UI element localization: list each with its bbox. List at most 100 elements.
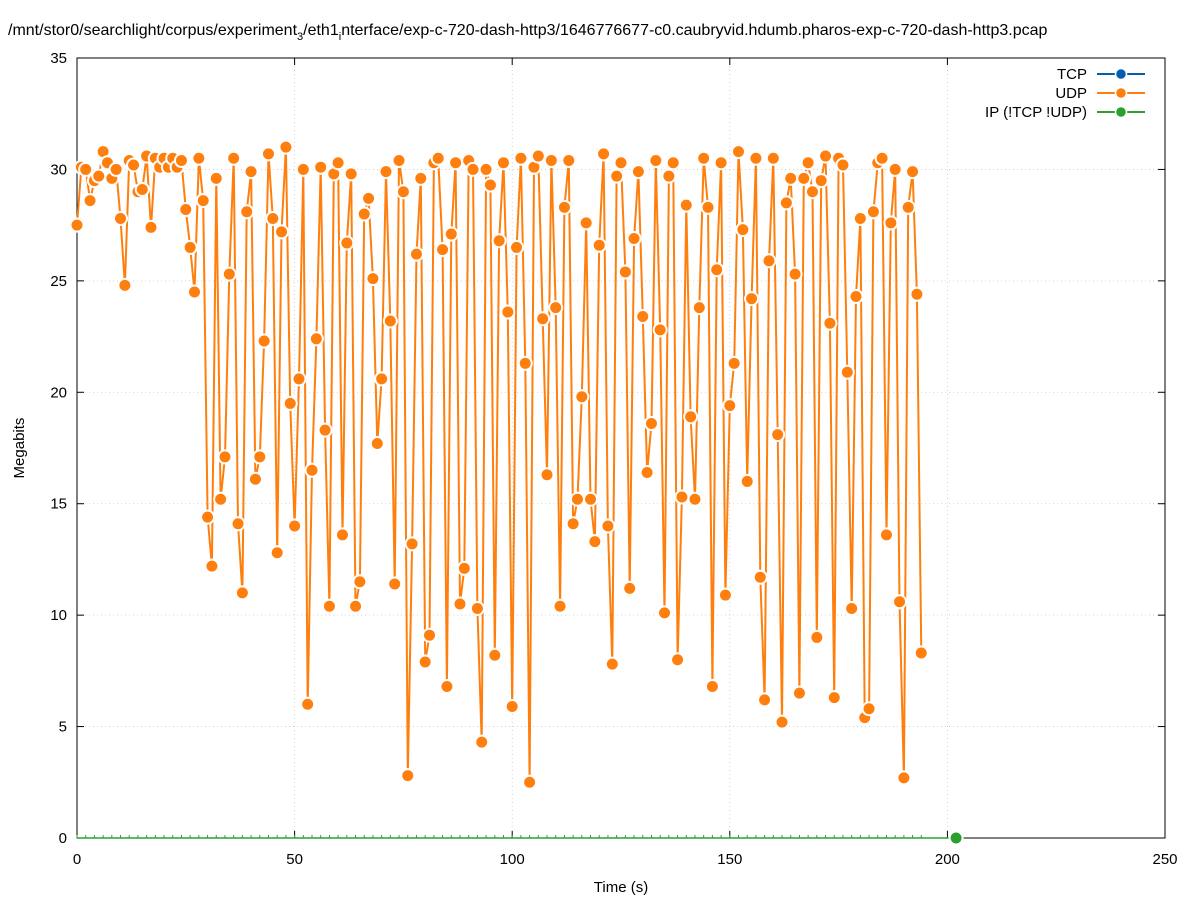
udp-data-point <box>617 264 633 280</box>
udp-data-point <box>391 153 407 169</box>
udp-data-point <box>796 170 812 186</box>
legend-label: IP (!TCP !UDP) <box>985 104 1087 121</box>
udp-data-point <box>661 168 677 184</box>
udp-data-point <box>678 197 694 213</box>
udp-data-point <box>226 150 242 166</box>
udp-data-point <box>317 422 333 438</box>
chart-title-subscript: i <box>339 31 341 43</box>
udp-data-point <box>443 226 459 242</box>
axis-ticks: 0 5 10 15 20 25 30 35 0 50 100 150 200 250 <box>50 50 1177 868</box>
udp-data-point <box>417 654 433 670</box>
udp-data-point <box>334 527 350 543</box>
udp-data-point <box>909 286 925 302</box>
x-tick-label: 100 <box>500 851 525 868</box>
udp-data-point <box>487 647 503 663</box>
udp-data-point <box>774 714 790 730</box>
udp-data-point <box>783 170 799 186</box>
udp-data-point <box>482 177 498 193</box>
udp-data-point <box>809 629 825 645</box>
y-tick-label: 15 <box>50 496 67 513</box>
udp-data-point <box>413 170 429 186</box>
udp-data-point <box>91 168 107 184</box>
udp-data-point <box>374 371 390 387</box>
udp-data-point <box>626 231 642 247</box>
udp-data-point <box>852 210 868 226</box>
udp-data-point <box>539 467 555 483</box>
udp-data-point <box>491 233 507 249</box>
udp-data-point <box>517 355 533 371</box>
udp-data-point <box>565 516 581 532</box>
udp-data-point <box>352 574 368 590</box>
udp-data-point <box>187 284 203 300</box>
udp-data-point <box>874 150 890 166</box>
legend-marker <box>1114 67 1128 81</box>
udp-data-point <box>400 768 416 784</box>
udp-data-point <box>395 184 411 200</box>
udp-data-point <box>543 153 559 169</box>
udp-data-point <box>861 701 877 717</box>
udp-data-point <box>221 266 237 282</box>
y-axis-label: Megabits <box>11 418 28 479</box>
chart-title-part: nterface/exp-c-720-dash-http3/1646776677… <box>341 22 1047 39</box>
udp-data-point <box>596 146 612 162</box>
udp-data-point <box>204 558 220 574</box>
udp-data-point <box>504 699 520 715</box>
udp-data-point <box>574 389 590 405</box>
udp-data-point <box>291 371 307 387</box>
x-tick-label: 0 <box>73 851 81 868</box>
udp-data-point <box>113 210 129 226</box>
legend: TCP UDP IP (!TCP !UDP) <box>985 66 1145 121</box>
udp-data-point <box>178 202 194 218</box>
udp-data-point <box>552 598 568 614</box>
udp-data-point <box>818 148 834 164</box>
udp-data-point <box>691 300 707 316</box>
udp-data-point <box>69 217 85 233</box>
legend-marker <box>1114 86 1128 100</box>
udp-data-point <box>304 462 320 478</box>
udp-data-point <box>191 150 207 166</box>
udp-data-point <box>683 409 699 425</box>
udp-data-point <box>709 262 725 278</box>
udp-data-point <box>839 364 855 380</box>
udp-data-point <box>278 139 294 155</box>
udp-data-point <box>213 491 229 507</box>
udp-data-point <box>804 184 820 200</box>
legend-marker <box>1114 105 1128 119</box>
udp-data-point <box>757 692 773 708</box>
udp-data-point <box>604 656 620 672</box>
udp-data-point <box>430 150 446 166</box>
udp-data-point <box>887 161 903 177</box>
udp-data-point <box>643 415 659 431</box>
udp-data-point <box>143 219 159 235</box>
udp-data-point <box>735 222 751 238</box>
udp-data-point <box>500 304 516 320</box>
udp-data-point <box>452 596 468 612</box>
udp-data-point <box>456 560 472 576</box>
udp-data-point <box>435 242 451 258</box>
udp-data-point <box>613 155 629 171</box>
udp-data-point <box>700 199 716 215</box>
udp-data-point <box>600 518 616 534</box>
udp-data-point <box>365 271 381 287</box>
udp-data-point <box>674 489 690 505</box>
udp-data-point <box>713 155 729 171</box>
udp-data-point <box>247 471 263 487</box>
x-tick-label: 150 <box>717 851 742 868</box>
udp-data-point <box>308 331 324 347</box>
udp-data-point <box>665 155 681 171</box>
x-tick-label: 250 <box>1152 851 1177 868</box>
udp-data-point <box>522 774 538 790</box>
udp-data-point <box>630 164 646 180</box>
udp-data-point <box>635 309 651 325</box>
chart-title-part: /eth1 <box>303 22 339 39</box>
udp-data-point <box>865 204 881 220</box>
y-tick-label: 5 <box>59 719 67 736</box>
udp-data-point <box>282 395 298 411</box>
udp-data-point <box>913 645 929 661</box>
udp-data-point <box>465 161 481 177</box>
udp-data-point <box>234 585 250 601</box>
udp-data-point <box>657 605 673 621</box>
udp-data-point <box>265 210 281 226</box>
